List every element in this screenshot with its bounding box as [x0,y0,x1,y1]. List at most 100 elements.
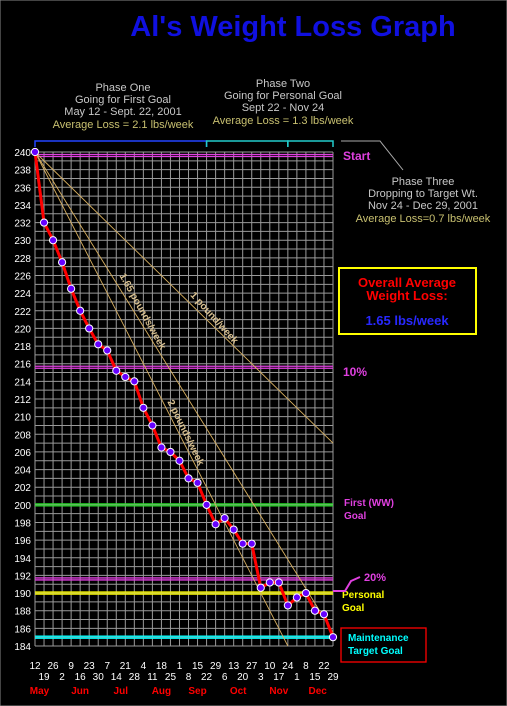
x-tick-label: 23 [84,661,96,672]
phase-subtitle: Dropping to Target Wt. [368,188,478,200]
x-tick-label: 21 [120,661,132,672]
y-tick-label: 200 [14,501,31,512]
x-tick-label: 19 [38,672,50,683]
x-tick-label: 27 [246,661,258,672]
month-label: Dec [308,686,327,697]
reference-label: Goal [344,511,366,522]
x-tick-label: 7 [104,661,110,672]
y-tick-label: 220 [14,324,31,335]
phase-subtitle: Going for Personal Goal [224,90,342,102]
y-tick-label: 194 [14,554,31,565]
x-tick-label: 9 [68,661,74,672]
data-point [265,578,274,587]
x-tick-label: 15 [309,672,321,683]
overall-average-box [338,267,477,335]
y-tick-label: 226 [14,272,31,283]
month-label: Oct [230,686,247,697]
data-point [103,346,112,355]
y-tick-label: 184 [14,642,31,653]
overall-average-title: Weight Loss: [366,288,447,303]
month-label: Nov [269,686,288,697]
data-point [94,340,103,349]
y-tick-label: 202 [14,483,31,494]
y-tick-label: 234 [14,201,31,212]
x-tick-label: 28 [129,672,141,683]
reference-label: 10% [343,365,367,379]
x-tick-label: 29 [210,661,222,672]
month-label: Jun [71,686,89,697]
x-tick-label: 16 [75,672,87,683]
y-tick-label: 196 [14,536,31,547]
y-tick-label: 212 [14,395,31,406]
overall-average-value: 1.65 lbs/week [365,313,449,328]
y-tick-label: 210 [14,413,31,424]
data-point [148,421,157,430]
x-tick-label: 24 [282,661,294,672]
data-point [220,513,229,523]
phase-title: Phase One [95,82,150,94]
phase-title: Phase Three [392,176,455,188]
data-point [85,324,94,333]
x-tick-label: 12 [29,661,41,672]
x-tick-label: 1 [294,672,300,683]
x-tick-label: 8 [303,661,309,672]
data-point [211,520,220,529]
x-tick-label: 22 [318,661,330,672]
y-tick-label: 214 [14,377,31,388]
y-tick-label: 186 [14,624,31,635]
x-tick-label: 11 [147,672,158,683]
reference-label: Goal [342,603,364,614]
y-tick-label: 230 [14,236,31,247]
data-point [328,633,338,642]
x-tick-label: 25 [165,672,177,683]
x-tick-label: 29 [327,672,339,683]
reference-label: Maintenance [348,633,409,644]
y-tick-label: 198 [14,519,31,530]
axes: 2402382362342322302282262242222202182162… [14,148,339,697]
x-tick-label: 15 [192,661,204,672]
x-tick-label: 13 [228,661,240,672]
reference-label: 20% [364,572,386,584]
x-tick-label: 14 [111,672,123,683]
phase-connector [341,140,404,171]
data-point [57,258,67,267]
y-tick-label: 232 [14,219,31,230]
phase-average: Average Loss = 1.3 lbs/week [213,115,354,127]
trend-line [34,151,334,633]
y-tick-label: 206 [14,448,31,459]
data-point [283,601,292,610]
month-label: May [30,686,50,697]
y-tick-label: 240 [14,148,31,159]
reference-label: First (WW) [344,498,394,509]
data-point [130,377,139,386]
data-point [166,447,175,457]
phase-average: Average Loss=0.7 lbs/week [356,213,491,225]
data-point [274,578,283,587]
x-tick-label: 6 [222,672,228,683]
data-point [157,443,166,452]
data-point [184,474,193,483]
phase-dates: Sept 22 - Nov 24 [242,102,325,114]
x-tick-label: 8 [186,672,192,683]
trend-line [34,151,334,444]
data-point [319,610,329,619]
y-tick-label: 208 [14,430,31,441]
y-tick-label: 236 [14,183,31,194]
reference-label: Target Goal [348,646,403,657]
data-point [139,403,148,412]
y-tick-label: 188 [14,607,31,618]
data-point [202,500,211,509]
x-tick-label: 22 [201,672,213,683]
overall-average-title: Overall Average [358,275,456,290]
month-label: Aug [152,686,171,697]
data-point [229,525,238,534]
x-tick-label: 18 [156,661,168,672]
x-tick-label: 26 [47,661,59,672]
reference-label: Start [343,149,370,163]
x-tick-label: 20 [237,672,249,683]
y-tick-label: 228 [14,254,31,265]
x-tick-label: 30 [93,672,105,683]
reference-label: Personal [342,590,384,601]
y-tick-label: 218 [14,342,31,353]
